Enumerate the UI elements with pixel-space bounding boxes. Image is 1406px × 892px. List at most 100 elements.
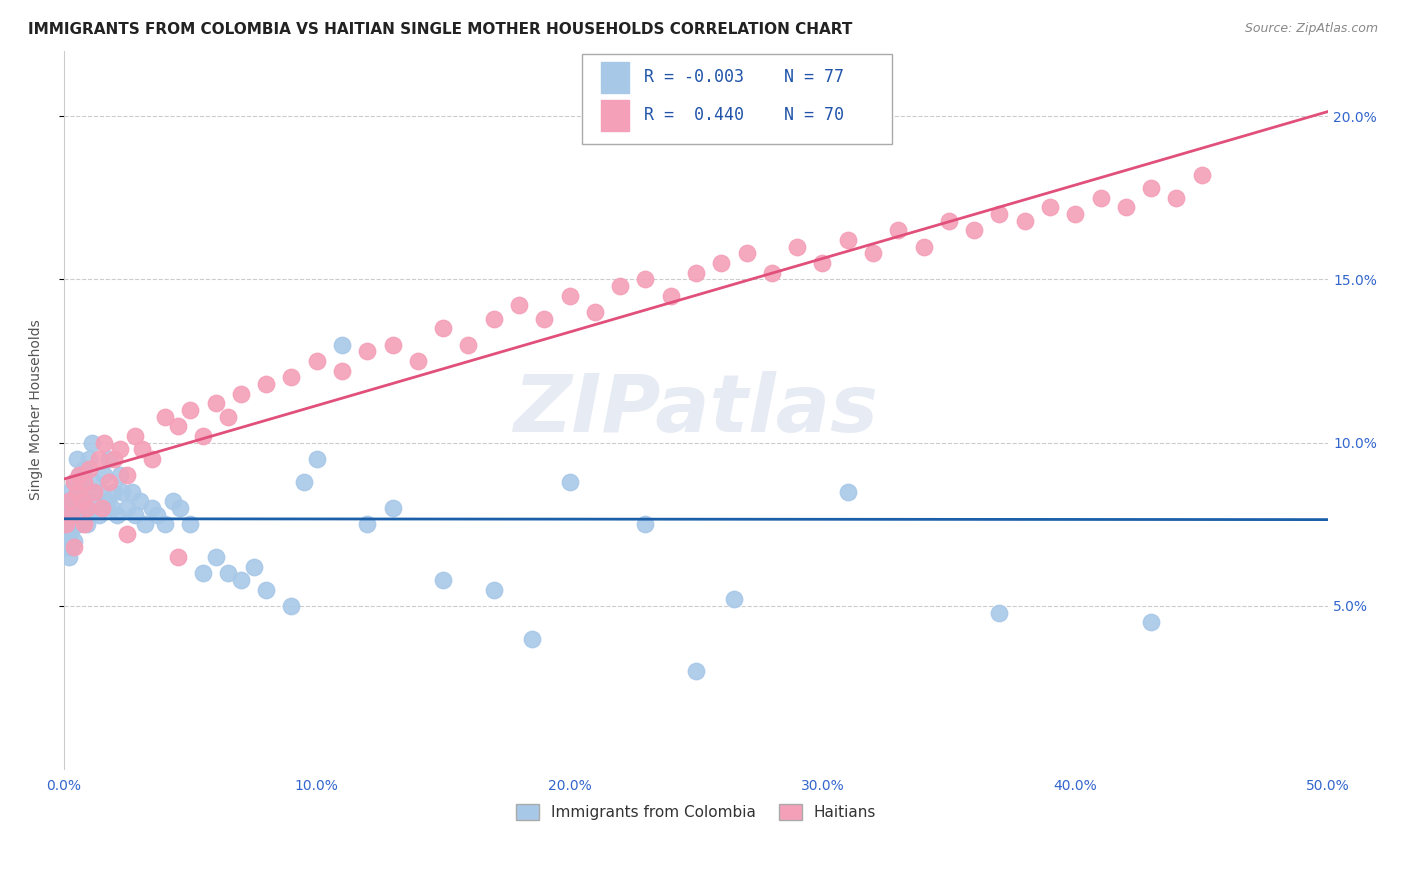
Point [77,462,100,476]
Point [65,484,87,499]
Point [482,582,505,597]
Text: IMMIGRANTS FROM COLOMBIA VS HAITIAN SINGLE MOTHER HOUSEHOLDS CORRELATION CHART: IMMIGRANTS FROM COLOMBIA VS HAITIAN SING… [28,22,852,37]
Point [141,452,163,467]
Point [55,527,77,541]
Point [121,484,143,499]
Point [229,573,252,587]
Point [103,484,125,499]
Point [179,517,201,532]
Point [242,559,264,574]
Point [55,517,77,532]
Point [58,549,80,564]
Point [710,256,733,270]
Point [55,517,77,532]
Point [115,500,138,515]
Point [58,514,80,528]
Point [609,278,631,293]
Point [90,500,112,515]
Point [988,207,1011,221]
Point [76,484,98,499]
Point [558,288,581,302]
Point [76,517,98,532]
Point [146,508,169,522]
Point [65,484,87,499]
Point [254,376,277,391]
Point [837,233,859,247]
Text: R = -0.003    N = 77: R = -0.003 N = 77 [644,69,844,87]
Point [811,256,834,270]
Point [988,606,1011,620]
Point [115,527,138,541]
Point [108,468,131,483]
Point [63,475,86,489]
Point [1064,207,1087,221]
Point [63,540,86,554]
Point [254,582,277,597]
Point [124,508,146,522]
Point [229,386,252,401]
Point [169,500,191,515]
Point [558,475,581,489]
Point [76,500,98,515]
Point [98,475,121,489]
Point [533,311,555,326]
Point [1014,213,1036,227]
Point [280,370,302,384]
Point [86,494,108,508]
Point [83,484,105,499]
Point [280,599,302,613]
Point [432,321,454,335]
Point [73,517,96,532]
Point [292,475,315,489]
Point [93,435,115,450]
Point [60,508,83,522]
Point [457,337,479,351]
Point [67,468,90,483]
Point [166,419,188,434]
Point [1166,191,1188,205]
Point [381,500,404,515]
Point [634,272,657,286]
Point [685,266,707,280]
Point [761,266,783,280]
Point [1039,201,1062,215]
Point [887,223,910,237]
Point [55,508,77,522]
Point [166,549,188,564]
Point [60,524,83,538]
Point [204,396,226,410]
Text: R =  0.440    N = 70: R = 0.440 N = 70 [644,106,844,125]
Point [101,500,124,515]
Point [115,468,138,483]
Point [141,500,163,515]
Point [65,452,87,467]
Point [124,429,146,443]
Point [356,344,378,359]
Point [1191,168,1213,182]
Point [89,452,111,467]
Point [93,468,115,483]
Point [685,665,707,679]
Point [153,517,176,532]
Point [63,475,86,489]
Point [63,533,86,548]
Point [723,592,745,607]
Point [583,305,606,319]
Point [1140,181,1163,195]
Point [60,500,83,515]
Point [862,246,884,260]
Point [77,452,100,467]
Point [58,484,80,499]
Point [67,517,90,532]
Point [67,494,90,508]
Point [98,452,121,467]
Legend: Immigrants from Colombia, Haitians: Immigrants from Colombia, Haitians [510,798,883,826]
Point [89,508,111,522]
Point [77,508,100,522]
Point [217,566,239,581]
FancyBboxPatch shape [602,62,628,93]
FancyBboxPatch shape [602,101,628,130]
Y-axis label: Single Mother Households: Single Mother Households [30,319,44,500]
Point [65,500,87,515]
FancyBboxPatch shape [582,54,891,145]
